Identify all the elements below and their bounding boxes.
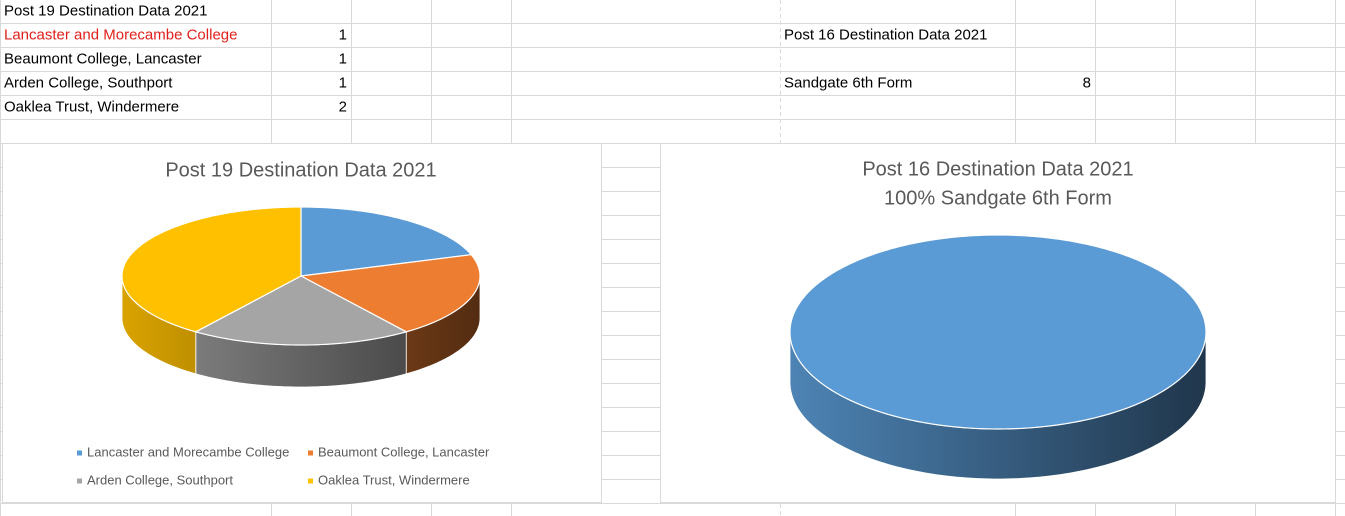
- cell-text: Lancaster and Morecambe College: [4, 26, 237, 43]
- legend-swatch: [308, 450, 313, 456]
- chart: Post 16 Destination Data 2021 100% Sandga…: [660, 143, 1336, 503]
- legend-swatch: [77, 478, 82, 484]
- legend-swatch: [308, 478, 313, 484]
- cell-text: Post 16 Destination Data 2021: [784, 26, 987, 43]
- chart: Post 19 Destination Data 2021 Lancaster a…: [2, 143, 602, 503]
- chart-title: Post 16 Destination Data 2021: [862, 158, 1133, 180]
- legend-label: Oaklea Trust, Windermere: [318, 472, 470, 487]
- cell-number: 1: [339, 50, 347, 67]
- cell-text: Arden College, Southport: [4, 74, 173, 91]
- cell-number: 1: [339, 74, 347, 91]
- pie-slice: [299, 254, 481, 333]
- legend-label: Lancaster and Morecambe College: [87, 444, 289, 459]
- pie-slice: [789, 234, 1207, 430]
- legend-label: Arden College, Southport: [87, 472, 233, 487]
- legend-label: Beaumont College, Lancaster: [318, 444, 490, 459]
- pie-slice: [194, 275, 408, 346]
- cell-text: Post 19 Destination Data 2021: [4, 2, 207, 19]
- pie-slice: [300, 206, 473, 277]
- cell-text: Sandgate 6th Form: [784, 74, 912, 91]
- cell-text: Beaumont College, Lancaster: [4, 50, 202, 67]
- cell-number: 8: [1083, 74, 1091, 91]
- cell-text: Oaklea Trust, Windermere: [4, 98, 179, 115]
- chart-title: Post 19 Destination Data 2021: [165, 159, 436, 181]
- pie-slice: [121, 206, 302, 333]
- cell-number: 2: [339, 98, 347, 115]
- legend-swatch: [77, 450, 82, 456]
- cell-number: 1: [339, 26, 347, 43]
- chart-subtitle: 100% Sandgate 6th Form: [884, 187, 1112, 209]
